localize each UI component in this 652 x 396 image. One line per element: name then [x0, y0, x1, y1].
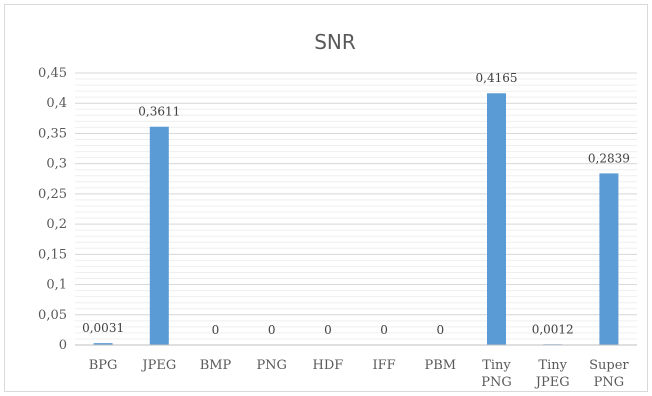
x-category-label: PNG: [256, 358, 287, 373]
data-labels: 0,0031 0,3611 0 0 0 0 0 0,4165 0,0012 0,2839: [82, 71, 630, 337]
x-axis-category-labels: BPG JPEG BMP PNG HDF IFF PBM Tiny PNG Tiny JPEG Sup…: [89, 358, 630, 390]
bar-data-label: 0,2839: [588, 151, 630, 165]
x-category-label: IFF: [373, 358, 396, 373]
y-tick-label: 0,05: [38, 308, 67, 323]
chart-area: SNR 0 0,05 0,1 0,15 0,2 0,25 0,3 0,35 0,4 0,45 0,…: [4, 4, 648, 392]
bars: [93, 93, 619, 345]
x-category-label: BMP: [200, 358, 232, 373]
x-category-label: JPEG: [534, 375, 570, 390]
y-tick-label: 0,3: [46, 157, 67, 172]
y-tick-label: 0,1: [46, 278, 67, 293]
y-tick-label: 0: [59, 338, 67, 353]
bar-data-label: 0,0012: [532, 322, 574, 336]
bar-data-label: 0: [268, 323, 276, 337]
x-category-label: Tiny: [482, 358, 511, 373]
y-tick-label: 0,25: [38, 187, 67, 202]
y-tick-label: 0,4: [46, 96, 67, 111]
y-tick-label: 0,15: [38, 247, 67, 262]
x-category-label: PNG: [481, 375, 512, 390]
y-tick-label: 0,35: [38, 126, 67, 141]
bar-data-label: 0,3611: [138, 105, 180, 119]
y-tick-label: 0,45: [38, 66, 67, 81]
y-axis-tick-labels: 0 0,05 0,1 0,15 0,2 0,25 0,3 0,35 0,4 0,45: [38, 66, 67, 353]
bar-data-label: 0: [324, 323, 332, 337]
bar-data-label: 0,0031: [82, 321, 124, 335]
bar-data-label: 0: [380, 323, 388, 337]
bar: [487, 93, 506, 345]
bar-data-label: 0: [212, 323, 220, 337]
x-category-label: PNG: [594, 375, 625, 390]
x-category-label: HDF: [313, 358, 344, 373]
x-category-label: PBM: [424, 358, 456, 373]
bar: [93, 343, 113, 345]
snr-bar-chart: SNR 0 0,05 0,1 0,15 0,2 0,25 0,3 0,35 0,4 0,45 0,…: [38, 30, 637, 390]
chart-title: SNR: [314, 30, 356, 54]
x-category-label: Tiny: [538, 358, 567, 373]
x-category-label: BPG: [89, 358, 118, 373]
y-tick-label: 0,2: [46, 217, 67, 232]
bar-data-label: 0: [436, 323, 444, 337]
x-category-label: JPEG: [140, 358, 176, 373]
bar: [599, 173, 619, 345]
bar-data-label: 0,4165: [476, 71, 518, 85]
bar: [149, 126, 169, 345]
x-category-label: Super: [589, 358, 629, 373]
